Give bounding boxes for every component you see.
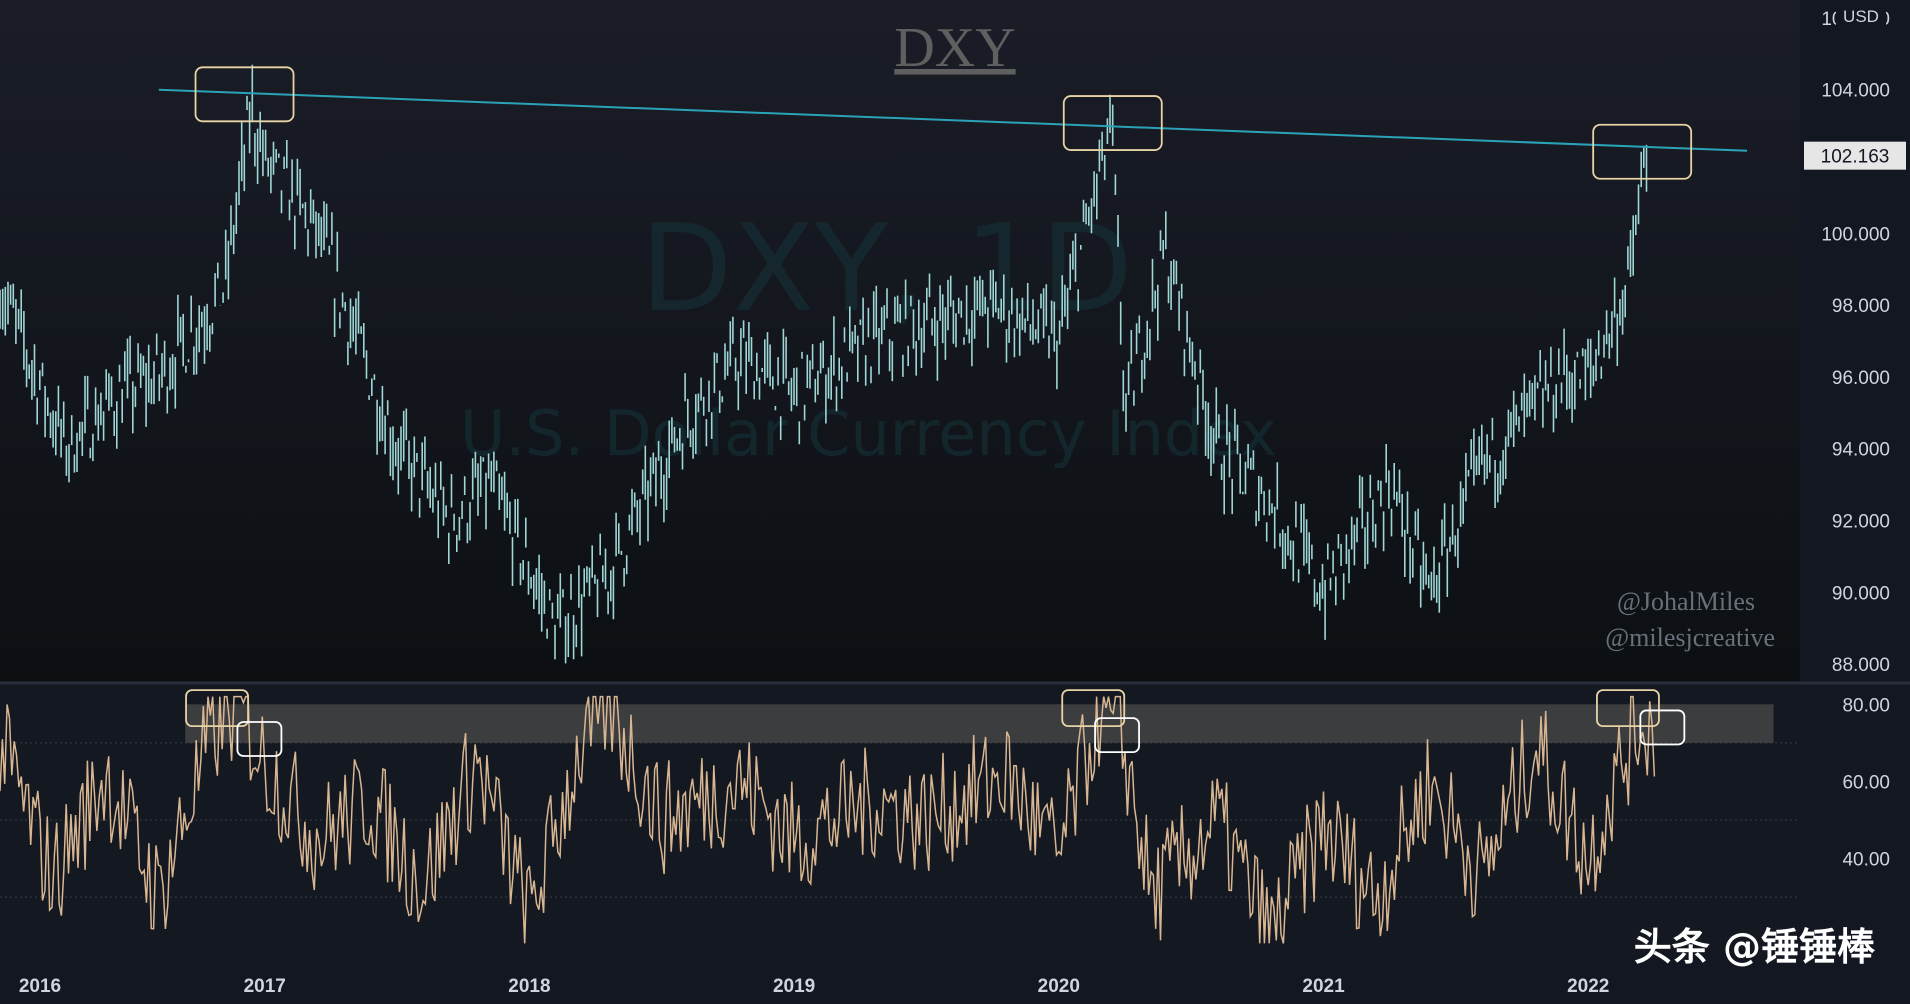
- price-ytick: 100.000: [1821, 224, 1890, 245]
- oscillator-ytick: 40.00: [1842, 850, 1890, 871]
- x-tick-label: 2020: [1038, 976, 1080, 997]
- oscillator-ytick: 80.00: [1842, 695, 1890, 716]
- chart-title: DXY: [894, 17, 1015, 79]
- oscillator-highlight-box-secondary: [1094, 717, 1140, 754]
- price-ytick: 104.000: [1821, 81, 1890, 102]
- price-highlight-box: [1062, 95, 1163, 151]
- price-ytick: 94.000: [1832, 440, 1890, 461]
- oscillator-highlight-box: [185, 689, 249, 728]
- x-tick-label: 2016: [19, 976, 61, 997]
- oscillator-highlight-box: [1061, 689, 1126, 728]
- price-ytick: 90.000: [1832, 583, 1890, 604]
- price-bars: [0, 64, 1648, 664]
- watermark-name: U.S. Dollar Currency Index: [460, 397, 1277, 470]
- current-price-label: 102.163: [1821, 147, 1890, 168]
- price-ytick: 98.000: [1832, 296, 1890, 317]
- price-pane-background: [0, 0, 1800, 682]
- highlight-boxes: [185, 66, 1693, 757]
- current-price-tag: 102.163: [1804, 141, 1906, 170]
- oscillator-highlight-box: [1596, 689, 1660, 728]
- oscillator-series: [0, 695, 1656, 944]
- oscillator-ytick: 60.00: [1842, 772, 1890, 793]
- resistance-trendline: [158, 88, 1748, 152]
- price-series: [0, 64, 1648, 664]
- price-ytick: 96.000: [1832, 368, 1890, 389]
- price-ytick: 88.000: [1832, 655, 1890, 676]
- trendline-group: [158, 88, 1748, 152]
- oscillator-y-axis[interactable]: 80.00 60.00 40.00: [1842, 695, 1890, 870]
- oscillator-line: [0, 695, 1656, 944]
- unit-label: USD: [1843, 7, 1879, 26]
- unit-badge: [1836, 2, 1886, 28]
- x-tick-label: 2018: [508, 976, 550, 997]
- price-ytick: 92.000: [1832, 511, 1890, 532]
- price-highlight-box: [1592, 123, 1693, 180]
- x-tick-label: 2019: [773, 976, 815, 997]
- overbought-band: [185, 704, 1774, 743]
- price-highlight-box: [194, 66, 295, 123]
- time-x-axis[interactable]: 2016 2017 2018 2019 2020 2021 2022: [19, 976, 1610, 997]
- oscillator-band: [185, 704, 1774, 743]
- corner-watermark: 头条 @锤锤棒: [1634, 925, 1876, 969]
- oscillator-highlight-box-secondary: [236, 721, 283, 757]
- x-tick-label: 2021: [1302, 976, 1345, 997]
- credit-1: @JohalMiles: [1617, 587, 1755, 616]
- x-tick-label: 2022: [1567, 976, 1609, 997]
- oscillator-highlight-box-secondary: [1639, 709, 1686, 746]
- x-tick-label: 2017: [244, 976, 286, 997]
- credit-2: @milesjcreative: [1605, 623, 1775, 652]
